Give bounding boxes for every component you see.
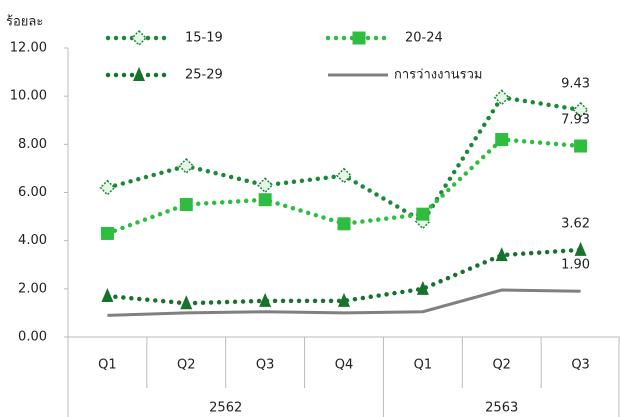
marker: [130, 29, 148, 47]
data-label: 7.93: [561, 113, 590, 128]
legend-label: 20-24: [405, 31, 443, 46]
marker: [259, 292, 272, 307]
marker: [574, 139, 588, 153]
legend-label: การว่างงานรวม: [394, 68, 483, 83]
marker: [100, 226, 114, 240]
group-label: 2563: [485, 401, 518, 416]
x-tick-label: Q1: [414, 358, 433, 373]
marker: [495, 133, 509, 147]
marker: [574, 241, 587, 256]
marker: [416, 280, 429, 295]
y-axis-label: ร้อยละ: [6, 15, 43, 30]
marker: [99, 179, 116, 196]
marker: [493, 89, 510, 106]
series-line: [105, 94, 583, 225]
marker: [257, 177, 274, 194]
group-label: 2562: [209, 401, 242, 416]
y-tick-label: 10.00: [10, 89, 47, 104]
y-tick-label: 4.00: [18, 233, 47, 248]
y-tick-label: 2.00: [18, 281, 47, 296]
y-tick-label: 12.00: [10, 41, 47, 56]
legend-label: 25-29: [185, 68, 223, 83]
series-line: [107, 288, 581, 317]
marker: [179, 198, 193, 212]
marker: [133, 67, 145, 81]
x-tick-label: Q3: [571, 358, 590, 373]
y-tick-label: 0.00: [18, 330, 47, 345]
x-tick-label: Q4: [335, 358, 354, 373]
data-label: 9.43: [561, 76, 590, 91]
marker: [337, 217, 351, 231]
y-tick-label: 6.00: [18, 185, 47, 200]
marker: [101, 288, 114, 303]
marker: [180, 295, 193, 310]
marker: [416, 207, 430, 221]
marker: [352, 31, 366, 45]
x-tick-label: Q3: [256, 358, 275, 373]
marker: [335, 167, 353, 184]
y-tick-label: 8.00: [18, 137, 47, 152]
data-label: 1.90: [561, 258, 590, 273]
marker: [258, 193, 272, 207]
x-tick-label: Q1: [98, 358, 117, 373]
marker: [572, 101, 589, 118]
marker: [495, 247, 508, 262]
x-tick-label: Q2: [492, 358, 511, 373]
data-label: 3.62: [561, 216, 590, 231]
marker: [178, 157, 195, 175]
marker: [338, 292, 350, 307]
x-tick-label: Q2: [177, 358, 196, 373]
legend-label: 15-19: [185, 31, 223, 46]
